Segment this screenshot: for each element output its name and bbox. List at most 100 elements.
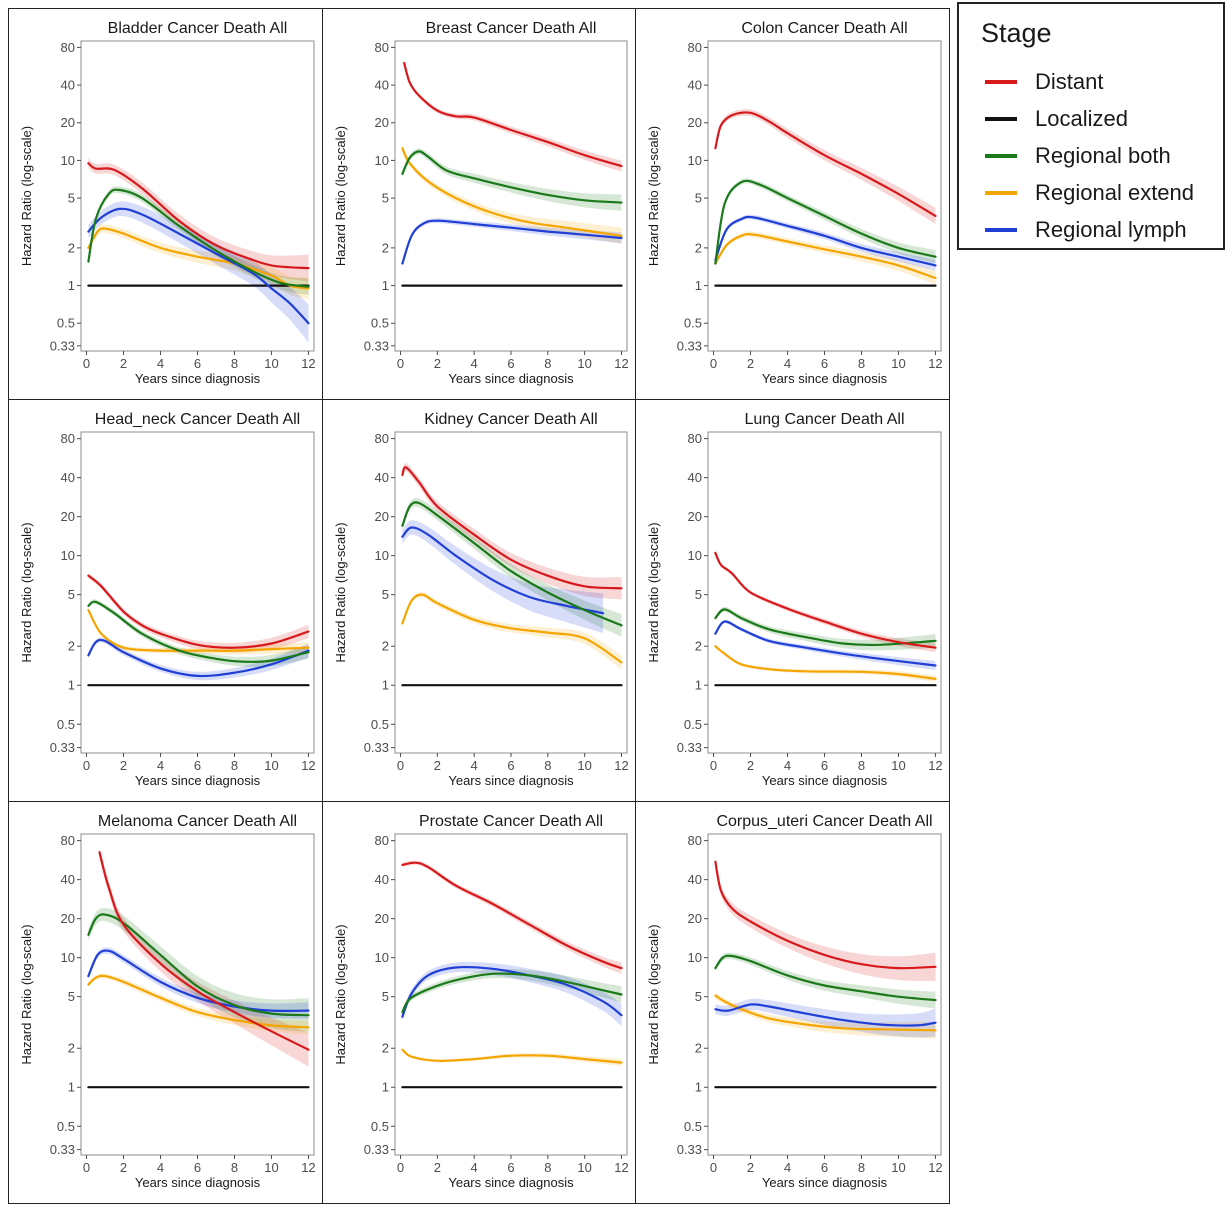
chart-title: Bladder Cancer Death All — [108, 20, 288, 37]
x-tick-label: 12 — [928, 356, 942, 371]
y-tick-label: 0.5 — [57, 316, 75, 331]
x-axis-label: Years since diagnosis — [762, 773, 888, 788]
x-tick-label: 2 — [434, 1160, 441, 1175]
x-tick-label: 6 — [821, 758, 828, 773]
y-tick-label: 40 — [375, 470, 389, 485]
y-tick-label: 10 — [61, 950, 75, 965]
x-axis-label: Years since diagnosis — [448, 371, 574, 386]
series-lines — [714, 111, 937, 287]
line-regional-lymph — [714, 620, 937, 667]
legend-swatch-regional-extend — [985, 191, 1017, 195]
y-tick-label: 0.5 — [371, 717, 389, 732]
y-tick-label: 0.33 — [364, 740, 389, 755]
x-axis-label: Years since diagnosis — [135, 773, 261, 788]
y-tick-label: 20 — [375, 115, 389, 130]
x-tick-label: 6 — [194, 356, 201, 371]
x-tick-label: 6 — [507, 758, 514, 773]
series-lines — [401, 61, 623, 287]
line-regional-both — [401, 972, 623, 1014]
x-axis-label: Years since diagnosis — [135, 1175, 261, 1190]
facet-grid: Bladder Cancer Death All 0.33 0.5 1 2 5 10 20 40… — [8, 8, 950, 1204]
line-regional-extend — [401, 147, 623, 237]
x-tick-label: 0 — [710, 356, 717, 371]
y-axis-label: Hazard Ratio (log-scale) — [333, 522, 348, 662]
x-tick-label: 4 — [471, 356, 478, 371]
y-tick-label: 20 — [375, 911, 389, 926]
x-tick-label: 2 — [120, 758, 127, 773]
x-tick-label: 8 — [231, 1160, 238, 1175]
y-axis-label: Hazard Ratio (log-scale) — [333, 924, 348, 1064]
y-tick-label: 2 — [695, 639, 702, 654]
legend-label-regional-lymph: Regional lymph — [1035, 217, 1187, 242]
line-regional-lymph — [714, 1003, 937, 1027]
y-tick-label: 5 — [68, 191, 75, 206]
y-tick-label: 5 — [695, 191, 702, 206]
y-tick-label: 0.33 — [677, 1142, 702, 1157]
chart-title: Colon Cancer Death All — [741, 20, 907, 37]
legend-label-regional-both: Regional both — [1035, 143, 1171, 168]
y-tick-label: 10 — [61, 548, 75, 563]
y-tick-label: 10 — [375, 950, 389, 965]
band-regional-lymph — [715, 619, 936, 670]
y-tick-label: 2 — [382, 639, 389, 654]
y-tick-label: 5 — [382, 587, 389, 602]
chart-title: Prostate Cancer Death All — [419, 813, 603, 830]
band-regional-lymph — [402, 520, 604, 633]
chart-title: Breast Cancer Death All — [426, 20, 597, 37]
y-tick-label: 80 — [688, 833, 702, 848]
band-distant — [402, 463, 622, 600]
chart-title: Melanoma Cancer Death All — [98, 813, 297, 830]
x-tick-label: 6 — [821, 1160, 828, 1175]
y-tick-label: 80 — [61, 40, 75, 55]
x-tick-label: 2 — [747, 758, 754, 773]
x-tick-label: 2 — [747, 1160, 754, 1175]
panel-bladder-cancer-death-all: Bladder Cancer Death All 0.33 0.5 1 2 5 10 20 40… — [8, 8, 323, 400]
y-tick-label: 40 — [688, 470, 702, 485]
y-tick-label: 10 — [688, 153, 702, 168]
y-tick-label: 40 — [375, 78, 389, 93]
band-regional-extend — [715, 992, 936, 1039]
band-regional-extend — [402, 591, 622, 670]
chart-melanoma-cancer-death-all: Melanoma Cancer Death All0.330.512510204… — [19, 813, 316, 1190]
legend-item-regional-both: Regional both — [985, 141, 1225, 171]
y-tick-label: 2 — [382, 1041, 389, 1056]
line-regional-extend — [87, 227, 310, 290]
panel-head-neck-cancer-death-all: Head_neck Cancer Death All 0.33 0.5 1 2 5 10 20… — [8, 399, 323, 802]
x-tick-label: 0 — [83, 356, 90, 371]
x-tick-label: 12 — [301, 758, 315, 773]
legend-swatch-localized — [985, 117, 1017, 121]
x-tick-label: 0 — [397, 758, 404, 773]
x-tick-label: 10 — [577, 1160, 591, 1175]
x-tick-label: 6 — [194, 1160, 201, 1175]
y-tick-label: 0.5 — [684, 717, 702, 732]
series-lines — [714, 551, 937, 687]
legend-label-regional-extend: Regional extend — [1035, 180, 1195, 205]
plot-frame — [394, 431, 628, 754]
band-regional-both — [402, 148, 622, 211]
y-tick-label: 80 — [61, 833, 75, 848]
y-tick-label: 80 — [375, 40, 389, 55]
plot-frame — [707, 833, 942, 1156]
band-regional-extend — [88, 608, 309, 655]
chart-colon-cancer-death-all: Colon Cancer Death All0.330.512510204080… — [646, 20, 943, 386]
line-regional-both — [401, 501, 623, 627]
plot-frame — [80, 40, 315, 352]
line-regional-extend — [401, 1048, 623, 1064]
x-tick-label: 6 — [194, 758, 201, 773]
x-tick-label: 2 — [747, 356, 754, 371]
x-tick-label: 2 — [434, 758, 441, 773]
legend-title: Stage — [981, 18, 1052, 48]
y-tick-label: 0.33 — [677, 338, 702, 353]
x-tick-label: 8 — [231, 356, 238, 371]
y-tick-label: 1 — [68, 278, 75, 293]
x-axis-label: Years since diagnosis — [762, 1175, 888, 1190]
y-tick-label: 10 — [61, 153, 75, 168]
x-tick-label: 4 — [471, 1160, 478, 1175]
y-tick-label: 80 — [375, 431, 389, 446]
y-tick-label: 40 — [61, 872, 75, 887]
x-tick-label: 12 — [614, 1160, 628, 1175]
chart-kidney-cancer-death-all: Kidney Cancer Death All0.330.51251020408… — [333, 411, 629, 788]
y-tick-label: 0.5 — [684, 316, 702, 331]
y-tick-label: 0.5 — [371, 1119, 389, 1134]
y-tick-label: 40 — [61, 78, 75, 93]
